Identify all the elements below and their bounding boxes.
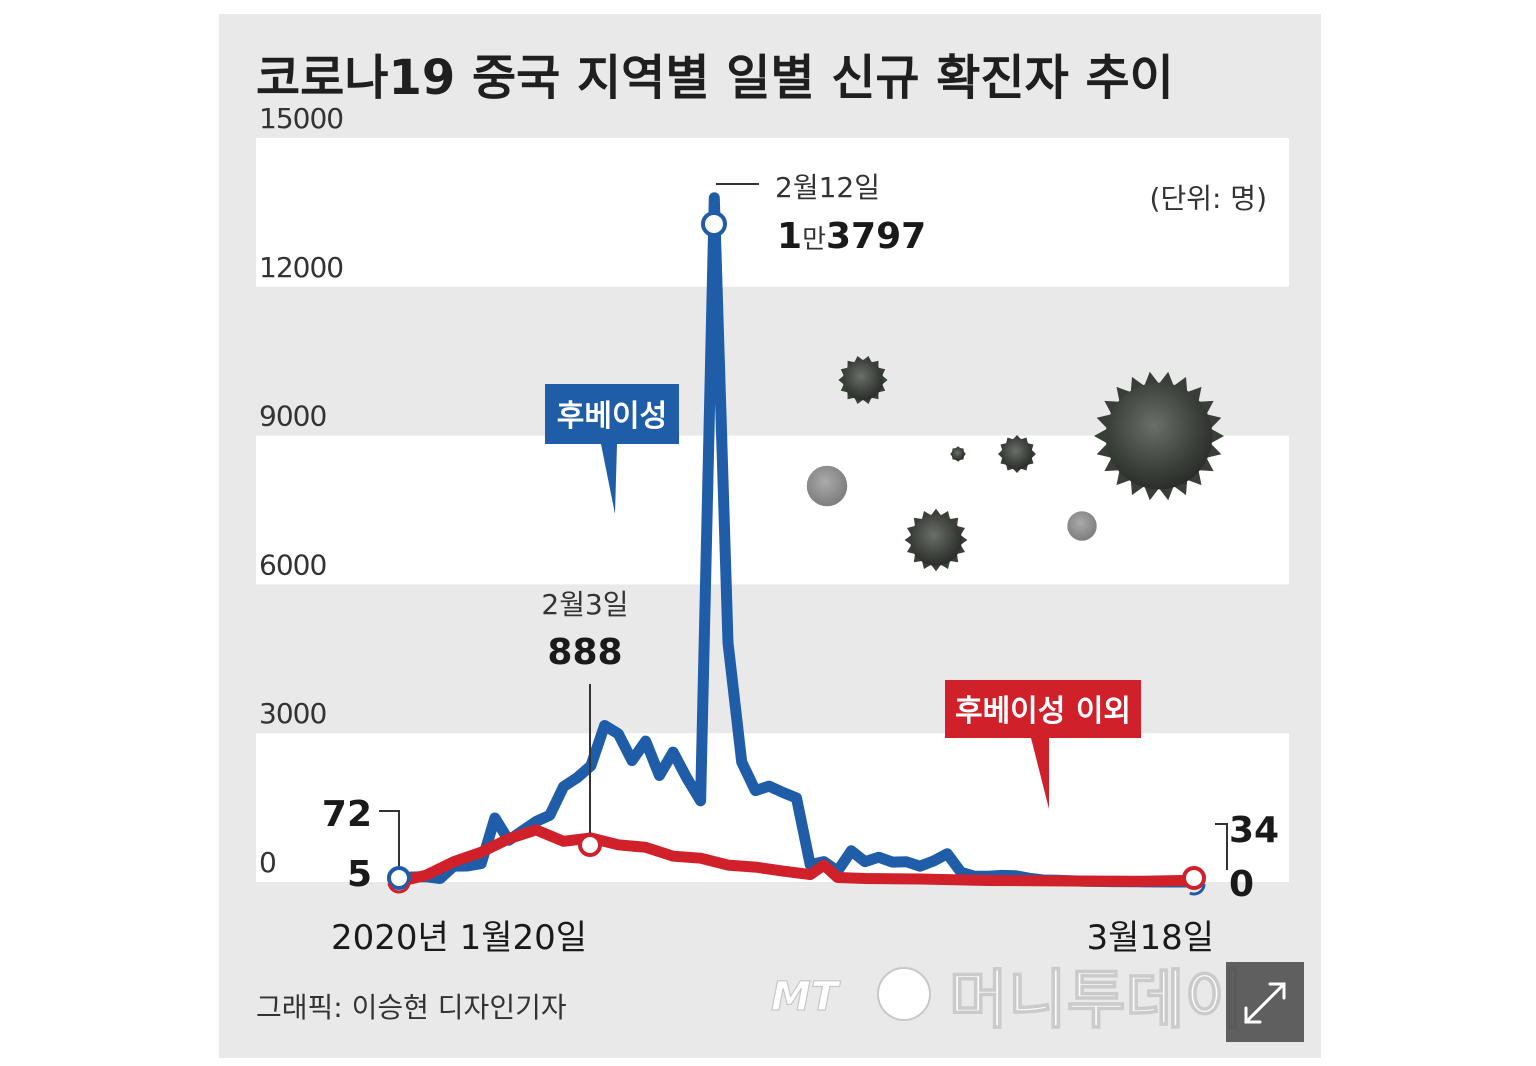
x-axis-start-label: 2020년 1월20일 — [331, 918, 587, 958]
watermark-logo: MT — [771, 974, 841, 1020]
annotation-feb12-date: 2월12일 — [775, 171, 880, 204]
grid-bands — [256, 138, 1289, 882]
annotation-start-other: 5 — [347, 854, 372, 895]
legend-hubei: 후베이성 — [545, 384, 679, 514]
line-chart: 코로나19 중국 지역별 일별 신규 확진자 추이 0 3000 6000 9000 1… — [256, 50, 1289, 1039]
annotation-feb12-unit: 만 — [802, 225, 826, 255]
virus-icon — [1067, 511, 1097, 541]
expand-button[interactable] — [1226, 962, 1304, 1042]
annotation-feb12-value-2: 3797 — [826, 216, 926, 257]
watermark: MT 머니투데이 — [770, 963, 1244, 1039]
y-tick-label: 3000 — [259, 697, 326, 730]
leader-start — [379, 810, 400, 876]
marker-other-feb3 — [578, 833, 602, 857]
annotation-feb12-value-1: 1 — [777, 216, 802, 257]
x-axis-end-label: 3월18일 — [1087, 918, 1214, 958]
watermark-logo-mark — [877, 967, 931, 1021]
annotation-end-other: 34 — [1229, 810, 1279, 851]
legend-other-pointer — [1031, 738, 1049, 809]
y-axis-tick-labels: 0 3000 6000 9000 12000 15000 — [259, 102, 344, 879]
unit-label: (단위: 명) — [1150, 182, 1267, 215]
y-tick-label: 9000 — [259, 400, 326, 433]
legend-other-label: 후베이성 이외 — [955, 694, 1131, 729]
annotation-feb3-value: 888 — [547, 632, 622, 673]
y-tick-label: 6000 — [259, 548, 326, 581]
marker-other-start — [387, 870, 411, 894]
watermark-brand: 머니투데이 — [949, 964, 1243, 1038]
series-line-other — [393, 824, 1200, 888]
graphic-credit: 그래픽: 이승현 디자인기자 — [256, 991, 567, 1024]
marker-other-end — [1182, 866, 1206, 890]
grid-band-2 — [256, 138, 1289, 287]
marker-hubei-feb12 — [701, 211, 727, 237]
grid-band-0 — [256, 733, 1289, 882]
legend-other: 후베이성 이외 — [945, 680, 1141, 809]
chart-title: 코로나19 중국 지역별 일별 신규 확진자 추이 — [256, 50, 1174, 106]
annotation-start-hubei: 72 — [322, 794, 372, 835]
legend-hubei-label: 후베이성 — [557, 399, 667, 434]
virus-icon — [904, 508, 968, 572]
annotation-feb12-value: 1만3797 — [777, 216, 926, 257]
legend-other-box — [945, 680, 1141, 738]
annotation-feb3-date: 2월3일 — [541, 588, 628, 621]
virus-icon — [1094, 371, 1224, 501]
marker-hubei-start — [387, 866, 411, 890]
virus-icon — [998, 435, 1036, 473]
virus-icon — [950, 446, 966, 462]
leader-end — [1215, 823, 1228, 870]
y-tick-label: 12000 — [259, 251, 343, 284]
virus-icon — [838, 356, 888, 404]
expand-icon — [1244, 982, 1286, 1024]
legend-hubei-box — [545, 384, 679, 444]
y-tick-label: 15000 — [259, 102, 343, 135]
annotation-leaders — [379, 183, 1228, 876]
virus-icon — [806, 465, 848, 507]
chart-card: 코로나19 중국 지역별 일별 신규 확진자 추이 0 3000 6000 9000 1… — [219, 14, 1321, 1058]
annotation-end-hubei: 0 — [1229, 864, 1254, 905]
y-tick-label: 0 — [259, 846, 276, 879]
marker-hubei-end — [1182, 872, 1206, 896]
virus-decoration — [806, 356, 1224, 572]
legend-hubei-pointer — [601, 444, 617, 514]
